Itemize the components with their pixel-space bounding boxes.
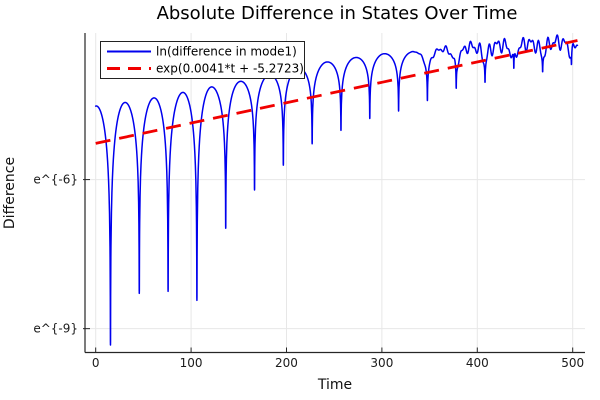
x-tick-label: 0: [92, 356, 100, 370]
x-axis-label: Time: [317, 377, 352, 393]
x-tick-label: 300: [370, 356, 393, 370]
series-line-exp-fit: [95, 39, 578, 145]
chart-title: Absolute Difference in States Over Time: [157, 3, 518, 24]
legend-box: [100, 41, 305, 79]
x-tick-label: 500: [561, 356, 584, 370]
axes: [83, 33, 585, 354]
gridlines: [85, 33, 585, 353]
x-tick-label: 100: [180, 356, 203, 370]
tick-labels: 0 100 200 300 400 500 e^{-6} e^{-9}: [33, 173, 584, 370]
x-tick-label: 400: [466, 356, 489, 370]
series-line-ln-difference: [94, 34, 579, 346]
legend-label-red: exp(0.0041*t + -5.2723): [156, 62, 304, 76]
legend: ln(difference in mode1) exp(0.0041*t + -…: [100, 41, 305, 79]
y-axis-label: Difference: [2, 157, 18, 229]
legend-label-blue: ln(difference in mode1): [156, 45, 297, 59]
y-tick-label: e^{-6}: [33, 173, 78, 187]
x-tick-label: 200: [275, 356, 298, 370]
series-lines: [94, 34, 579, 346]
y-tick-label: e^{-9}: [33, 322, 78, 336]
